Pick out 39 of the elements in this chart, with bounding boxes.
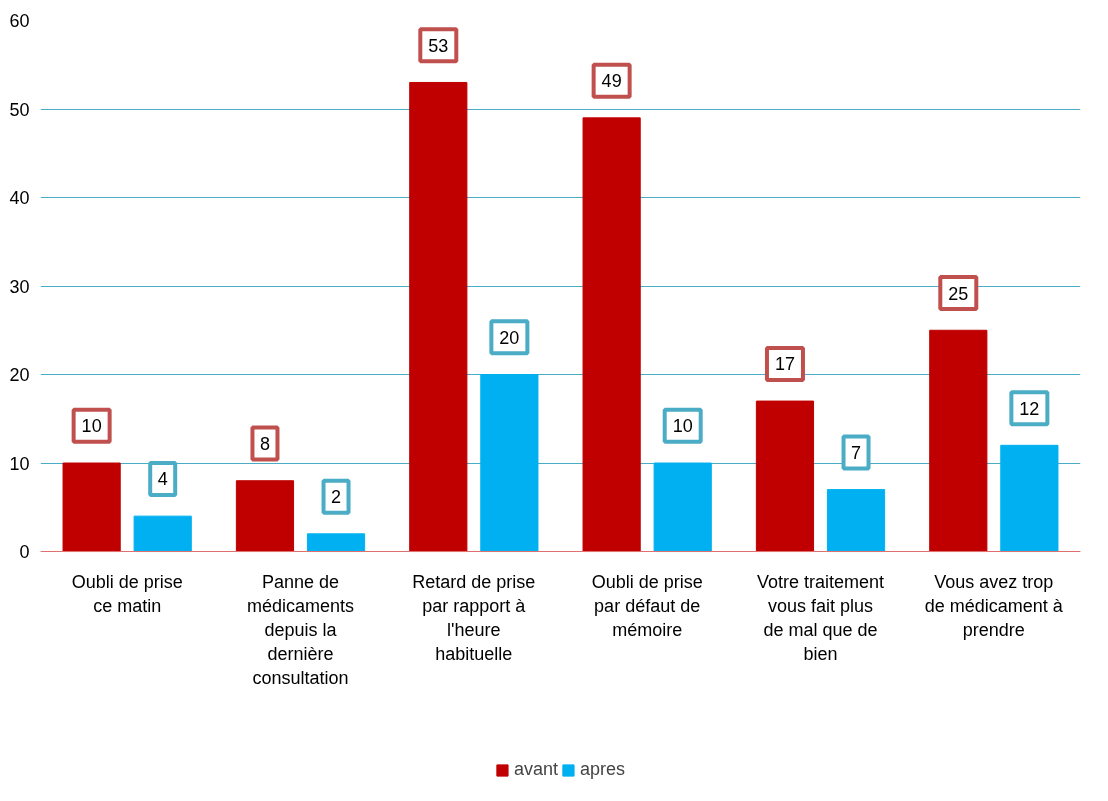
bar: [480, 374, 539, 553]
bar: [929, 329, 988, 553]
data-label: 20: [499, 327, 520, 348]
data-label: 4: [157, 469, 168, 490]
y-tick-label: 60: [9, 11, 30, 31]
data-label: 53: [428, 35, 449, 56]
y-tick-label: 50: [9, 99, 30, 120]
data-label: 17: [774, 354, 795, 375]
x-tick-label: Oubli de prise ce matin: [71, 571, 183, 616]
bar: [755, 400, 815, 553]
data-label: 49: [601, 71, 622, 92]
data-label: 7: [851, 442, 862, 463]
x-tick-label: Oubli de prise par défaut de mémoire: [591, 571, 703, 640]
y-tick-label: 20: [9, 365, 30, 386]
data-label: 12: [1019, 398, 1040, 419]
y-tick-label: 30: [9, 276, 30, 297]
bar: [306, 533, 366, 553]
bar: [409, 81, 468, 553]
bar: [62, 462, 121, 553]
y-tick-label: 10: [9, 453, 30, 474]
data-label: 10: [672, 416, 693, 437]
bar: [133, 515, 192, 553]
x-tick-label: Panne de médicaments depuis la dernière consultation: [246, 571, 355, 688]
data-label: 8: [259, 434, 270, 455]
data-label: 25: [948, 283, 969, 304]
bar: [582, 117, 641, 553]
x-tick-label: Votre traitement vous fait plus de mal que de bien: [756, 571, 885, 664]
data-label: 10: [81, 416, 102, 437]
legend-label: apres: [580, 759, 626, 780]
y-tick-label: 40: [9, 188, 30, 209]
x-tick-label: Retard de prise par rapport à l'heure habituelle: [412, 571, 536, 664]
bar: [826, 489, 886, 553]
legend-label: avant: [513, 759, 559, 780]
bar: [1000, 444, 1059, 553]
bar: [653, 462, 712, 553]
data-label: 2: [331, 487, 342, 508]
y-tick-label: 0: [19, 542, 30, 563]
bar: [235, 480, 295, 553]
x-tick-label: Vous avez trop de médicament à prendre: [924, 571, 1064, 640]
